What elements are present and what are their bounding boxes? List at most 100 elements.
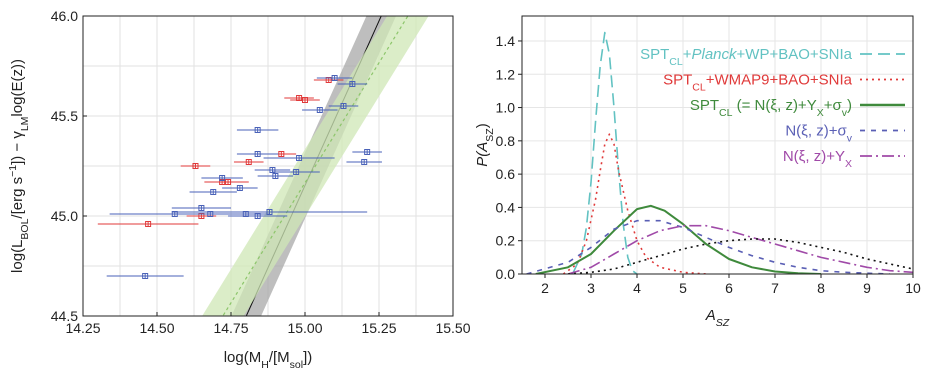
y-axis-label-part: ) <box>474 123 491 128</box>
data-point <box>337 81 368 87</box>
marker-square <box>254 213 261 219</box>
y-axis-label-part: log(E(z)) <box>9 59 26 117</box>
series-line-3 <box>526 219 891 274</box>
data-point <box>352 149 382 155</box>
legend-label-part: CL <box>719 107 733 119</box>
data-point <box>290 97 320 103</box>
y-axis-label-part: BOL <box>19 218 31 239</box>
data-point <box>263 155 335 161</box>
x-axis-label-part: log(M <box>224 349 262 366</box>
right-frame <box>521 15 914 275</box>
marker-square <box>219 175 226 181</box>
marker-square <box>198 205 205 211</box>
marker-square <box>225 179 232 185</box>
x-axis-label-part: /[M <box>269 349 290 366</box>
data-point <box>106 273 184 279</box>
x-tick-label: 7 <box>771 280 779 296</box>
data-point <box>233 159 264 165</box>
x-axis-label-part: SZ <box>716 317 730 329</box>
x-tick-label: 10 <box>905 280 921 296</box>
legend-label-part: ) <box>847 97 852 114</box>
data-point <box>207 179 249 185</box>
legend-label-part: +WP+BAO+SNIa <box>737 46 853 63</box>
marker-square <box>245 159 252 165</box>
marker-square <box>278 151 285 157</box>
marker-square <box>266 209 273 215</box>
x-tick-label: 3 <box>587 280 595 296</box>
right-chart: 2 3 4 5 6 7 8 9 100.00.20.40.60.81.01.21.4ASZP(A… <box>474 15 921 329</box>
legend-label-part: Planck <box>692 46 739 63</box>
legend-label-part: v <box>842 107 848 119</box>
legend-label: SPTCL+WMAP9+BAO+SNIa <box>663 72 853 94</box>
series-line-4 <box>567 224 913 274</box>
marker-square <box>236 185 243 191</box>
y-tick-label: 1.2 <box>496 66 516 82</box>
y-axis-label-part: log(L <box>9 240 26 273</box>
left-chart: 14.25 14.50 14.75 15.00 15.25 15.50 44.5 45.0 45… <box>7 8 471 371</box>
y-axis-label-part: /[erg s <box>9 177 26 219</box>
y-tick-label: 1.0 <box>496 100 516 116</box>
data-point <box>171 205 231 211</box>
legend-label-part: (= N(ξ, z)+Y <box>732 97 816 114</box>
marker-square <box>293 169 300 175</box>
marker-square <box>145 221 152 227</box>
x-tick-label: 2 <box>541 280 549 296</box>
legend: SPTCL+Planck+WP+BAO+SNIaSPTCL+WMAP9+BAO+… <box>640 46 905 170</box>
marker-square <box>296 155 303 161</box>
marker-square <box>340 103 347 109</box>
y-axis-label: P(ASZ) <box>474 123 496 166</box>
y-tick-label: 44.5 <box>51 308 78 324</box>
x-tick-label: 9 <box>863 280 871 296</box>
right-plot-area <box>526 31 913 274</box>
x-tick-label: 4 <box>633 280 641 296</box>
marker-square <box>272 173 279 179</box>
legend-label-part: SPT <box>663 72 692 89</box>
y-axis-label-part: SZ <box>484 128 496 142</box>
data-point <box>189 189 237 195</box>
marker-square <box>254 127 261 133</box>
marker-square <box>331 75 338 81</box>
legend-label-part: v <box>847 133 853 145</box>
legend-label-part: +σ <box>824 97 843 114</box>
legend-label-part: CL <box>669 56 683 68</box>
x-tick-label: 14.50 <box>139 320 174 336</box>
data-point <box>236 127 279 133</box>
marker-square <box>254 151 261 157</box>
x-tick-label: 15.50 <box>435 320 470 336</box>
x-tick-label: 5 <box>679 280 687 296</box>
y-tick-label: 45.5 <box>51 108 78 124</box>
data-point <box>171 209 368 215</box>
legend-label-part: N(ξ, z)+σ <box>785 123 847 140</box>
y-tick-label: 0.6 <box>496 166 516 182</box>
x-axis-label-part: ]) <box>303 349 312 366</box>
data-point <box>201 175 243 181</box>
legend-label: N(ξ, z)+YX <box>783 148 852 170</box>
y-tick-label: 0.2 <box>496 233 516 249</box>
legend-label-part: SPT <box>640 46 669 63</box>
x-tick-label: 14.75 <box>213 320 248 336</box>
fit-line-1 <box>222 16 409 316</box>
y-tick-label: 45.0 <box>51 208 78 224</box>
legend-label: SPTCL+Planck+WP+BAO+SNIa <box>640 46 853 68</box>
series-line-2 <box>535 204 822 274</box>
data-point <box>97 221 199 227</box>
marker-square <box>302 97 308 103</box>
series-line-0 <box>571 31 638 274</box>
legend-label-part: +WMAP9+BAO+SNIa <box>706 72 853 89</box>
y-axis-label-part: P(A <box>474 142 491 167</box>
data-point <box>346 159 382 165</box>
marker-square <box>349 81 356 87</box>
marker-square <box>142 273 149 279</box>
x-tick-label: 14.25 <box>65 320 100 336</box>
legend-label-part: X <box>817 107 824 119</box>
x-axis-label-part: A <box>705 307 716 324</box>
y-tick-label: 0.4 <box>496 199 516 215</box>
left-frame <box>82 15 454 317</box>
x-axis-label: ASZ <box>705 307 730 329</box>
y-axis-label-part: ]) − γ <box>9 131 26 165</box>
x-axis-label-part: H <box>261 359 269 371</box>
data-point <box>316 75 353 81</box>
y-axis-label: log(LBOL/[erg s−1]) − γLMlog(E(z)) <box>7 59 31 273</box>
marker-square <box>361 159 368 165</box>
data-point <box>236 151 279 157</box>
